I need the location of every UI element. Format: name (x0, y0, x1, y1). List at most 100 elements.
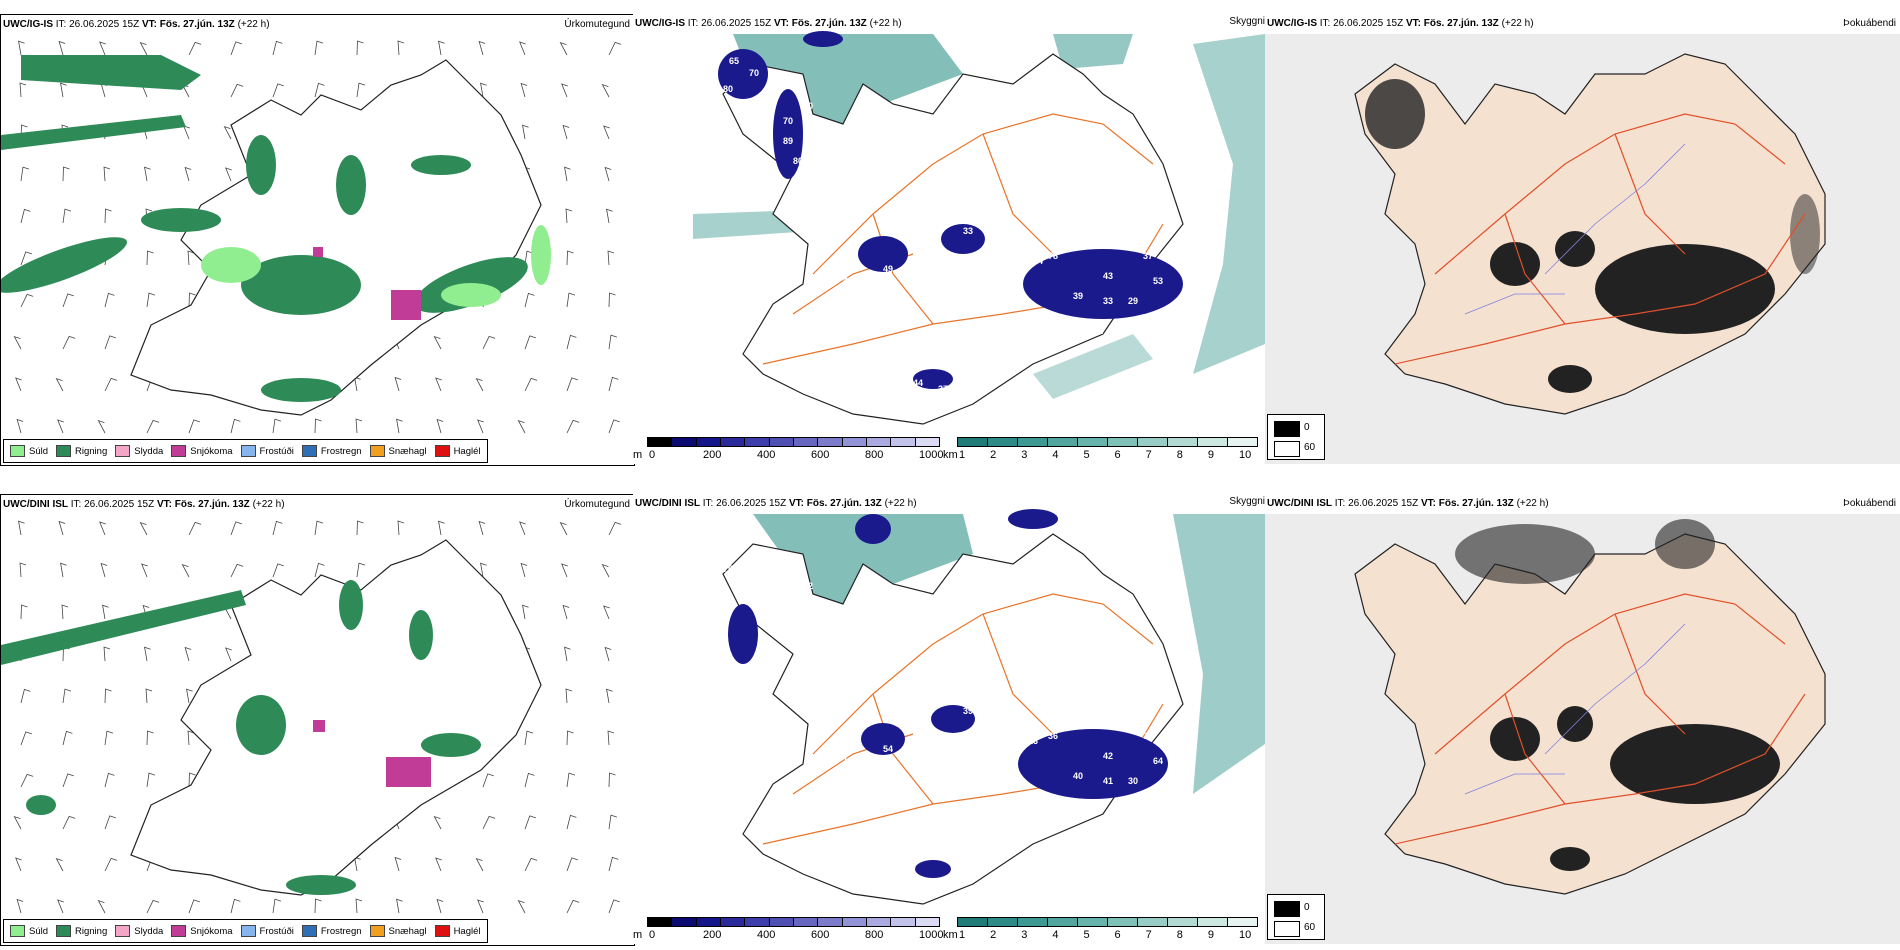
wind-barb (146, 419, 160, 434)
ceiling-value-label: 39 (963, 706, 973, 716)
legend-item: Frostúði (240, 925, 294, 937)
wind-barb (60, 82, 67, 98)
colorbar-cell (1047, 437, 1077, 447)
colorbar-cell (792, 437, 818, 447)
ceiling-value-label: 75 (723, 564, 733, 574)
top-precip-field-name: Úrkomutegund (564, 19, 630, 30)
ceiling-value-label: 41 (1103, 776, 1113, 786)
wind-barb (433, 335, 442, 350)
legend-item: Haglél (434, 925, 481, 937)
legend-label: Rigning (75, 925, 108, 937)
wind-barb (561, 83, 568, 98)
colorbar-tick: 8 (1176, 449, 1183, 461)
legend-item: Rigning (56, 445, 107, 457)
ceiling-value-label: 80 (793, 156, 803, 166)
legend-item: Slydda (115, 445, 163, 457)
wind-barb (146, 250, 154, 266)
wind-barb (139, 41, 148, 56)
road-network (1394, 593, 1806, 845)
top-visibility-panel: 65 70 80 70 70 89 80 720 90 49 43 49 58 33 35 104 78 37 53… (633, 14, 1265, 464)
wind-barb (566, 334, 577, 350)
ceiling-value-label: 65 (729, 56, 739, 66)
wind-barb (57, 899, 64, 914)
wind-barb (566, 857, 578, 872)
wind-barb (230, 898, 241, 914)
legend-item: Slydda (115, 925, 163, 937)
wind-barb (19, 562, 27, 578)
wind-barb (55, 857, 64, 872)
wind-barb (188, 899, 200, 914)
wind-barb (608, 814, 618, 830)
wind-barb (478, 40, 486, 56)
wind-barb (272, 898, 282, 914)
wind-barb (314, 898, 322, 914)
fog-index-dark (1365, 79, 1820, 393)
ceiling-value-label: 35 (993, 221, 1003, 231)
colorbar-cell (719, 917, 745, 927)
colorbar-cell (817, 917, 842, 927)
bottom-precip-panel: UWC/DINI ISL IT: 26.06.2025 15Z VT: Fös.… (0, 494, 635, 946)
legend-swatch (434, 445, 450, 457)
wind-barb (13, 815, 22, 830)
wind-barb (482, 815, 496, 830)
wind-barb (58, 40, 66, 56)
colorbar-tick: 400 (757, 929, 776, 941)
wind-barb (314, 520, 324, 536)
low-ceiling-areas (728, 509, 1168, 878)
colorbar-cell (1137, 437, 1167, 447)
legend-item: Snæhagl (369, 445, 427, 457)
wind-barb (566, 899, 580, 914)
ceiling-value-label: 43 (1103, 271, 1113, 281)
wind-barb (146, 730, 154, 746)
colorbar-tick: 6 (1114, 449, 1121, 461)
ceiling-value-label: 54 (883, 744, 893, 754)
legend-swatch (115, 445, 131, 457)
ceiling-value-label: 78 (1048, 251, 1058, 261)
colorbar-cell (1227, 437, 1258, 447)
ceiling-value-label: 77 (749, 548, 759, 558)
wind-barb (18, 40, 25, 56)
wind-barb (524, 857, 538, 872)
colorbar-cell (987, 917, 1017, 927)
colorbar-tick: 10 (1239, 449, 1252, 461)
colorbar-cell (719, 437, 745, 447)
iceland-land (1354, 533, 1826, 895)
wind-barb (478, 520, 486, 536)
fog-area (1193, 34, 1265, 374)
wind-barb (230, 418, 241, 434)
colorbar-cell (1017, 917, 1047, 927)
wind-barb (482, 773, 494, 788)
wind-barb (145, 688, 153, 704)
snow-area (391, 290, 421, 320)
legend-swatch (240, 445, 256, 457)
bottom-cloud-panel: UWC/DINI ISL IT: 26.06.2025 15Z VT: Fös.… (1265, 494, 1900, 944)
wind-barb (519, 521, 526, 536)
ceiling-value-label: 40 (1073, 771, 1083, 781)
wind-barb (20, 773, 34, 788)
legend-item: Snæhagl (369, 925, 427, 937)
wind-barb (102, 604, 109, 620)
wind-barb (20, 293, 34, 308)
colorbar-cell (890, 917, 915, 927)
legend-swatch (115, 925, 131, 937)
bottom-ceiling-colorbar: m 0 200 400 600 800 1000 (633, 917, 943, 944)
wind-barb (356, 562, 366, 578)
bottom-precip-title: UWC/DINI ISL IT: 26.06.2025 15Z VT: Fös.… (3, 499, 285, 510)
colorbar-tick: 2 (990, 929, 997, 941)
top-cloud-map (1265, 34, 1900, 464)
ceiling-value-label: 71 (933, 346, 943, 356)
wind-barb (566, 814, 577, 830)
colorbar-tick: 1000 (919, 929, 944, 941)
colorbar-cell (792, 917, 818, 927)
legend-item: Rigning (56, 925, 107, 937)
wind-barb (396, 418, 403, 434)
fog-index-dark-swatch (1274, 901, 1300, 917)
wind-barb (561, 563, 568, 578)
wind-barb (608, 419, 620, 434)
wind-barb (559, 521, 568, 536)
ceiling-value-label: 51 (1093, 326, 1103, 336)
top-visibility-colorbar: km 1 2 3 4 5 6 7 8 9 10 (943, 437, 1263, 464)
wind-barb (566, 419, 580, 434)
wind-barb (146, 772, 156, 788)
